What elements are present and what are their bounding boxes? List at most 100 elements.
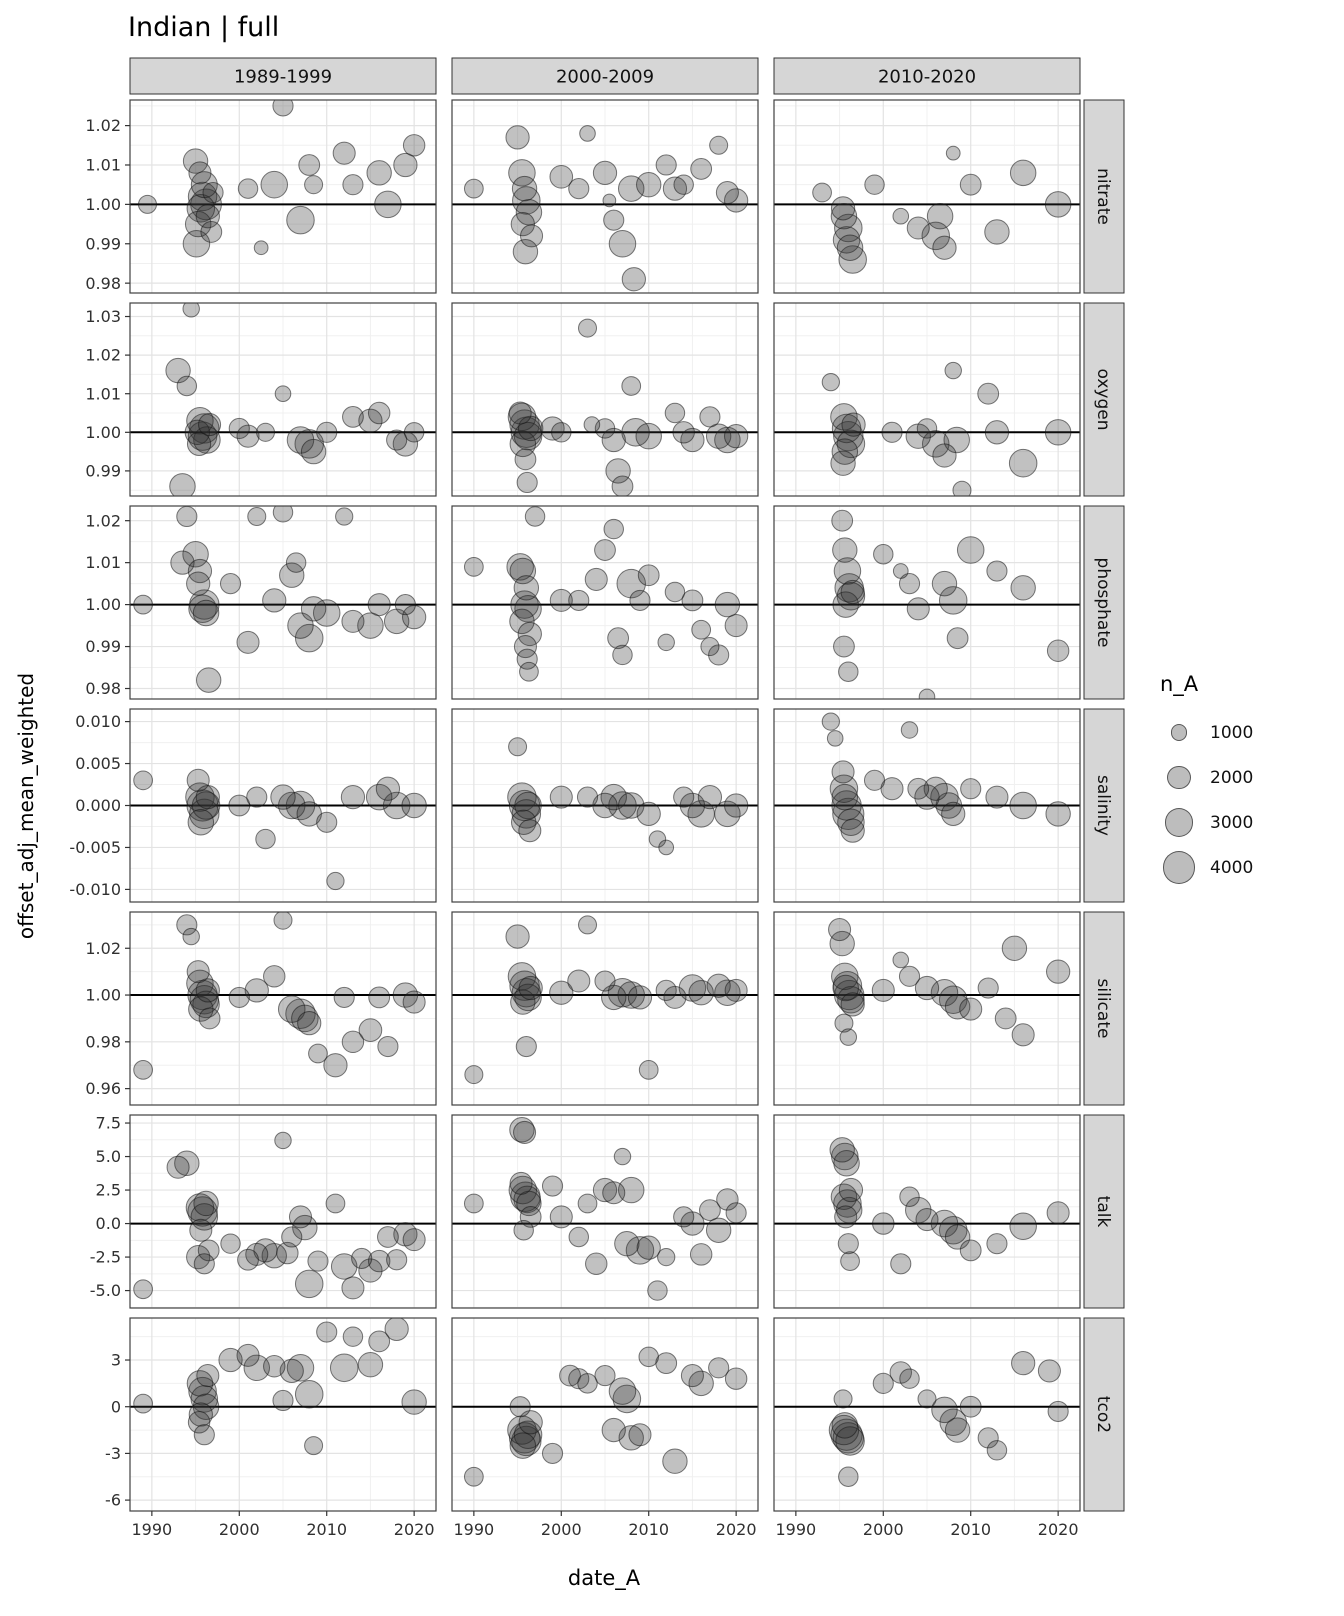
row-strip bbox=[1083, 302, 1125, 497]
data-point bbox=[821, 373, 840, 392]
y-tick-label: 0.98 bbox=[85, 679, 121, 698]
points-group bbox=[774, 361, 1080, 496]
data-point bbox=[509, 1396, 531, 1418]
data-point bbox=[863, 769, 886, 791]
x-tick-label: 2020 bbox=[716, 1520, 757, 1539]
col-strip-label: 1989-1999 bbox=[234, 66, 332, 87]
row-strip-label: tco2 bbox=[1093, 1396, 1113, 1433]
data-point bbox=[189, 1218, 213, 1242]
data-point bbox=[672, 421, 695, 444]
data-point bbox=[892, 951, 910, 969]
y-tick-label: 1.02 bbox=[85, 116, 121, 135]
legend-item: 1000 bbox=[1160, 710, 1253, 755]
data-point bbox=[835, 1426, 865, 1456]
data-point bbox=[341, 1276, 365, 1300]
panel-border bbox=[451, 505, 759, 700]
y-tick-label: -5.0 bbox=[90, 1281, 121, 1300]
y-tick-label: 0.99 bbox=[85, 234, 121, 253]
data-point bbox=[182, 541, 209, 568]
data-point bbox=[1009, 159, 1037, 187]
data-point bbox=[612, 644, 633, 666]
legend-size-label: 2000 bbox=[1210, 767, 1254, 788]
data-point bbox=[636, 171, 662, 198]
data-point bbox=[892, 563, 909, 579]
data-point bbox=[834, 1013, 854, 1033]
data-point bbox=[986, 1233, 1008, 1255]
data-point bbox=[708, 1357, 730, 1379]
data-point bbox=[724, 424, 749, 449]
data-point bbox=[366, 160, 392, 186]
data-point bbox=[629, 589, 651, 611]
data-point bbox=[274, 385, 292, 403]
data-point bbox=[236, 630, 260, 654]
data-point bbox=[892, 207, 910, 225]
data-point bbox=[510, 989, 536, 1015]
points-group bbox=[774, 918, 1080, 1047]
points-group bbox=[774, 509, 1080, 699]
panel-nitrate-2 bbox=[773, 99, 1081, 294]
data-point bbox=[617, 1176, 645, 1204]
data-point bbox=[262, 588, 287, 613]
data-point bbox=[611, 475, 634, 496]
data-point bbox=[514, 448, 537, 471]
data-point bbox=[515, 1035, 537, 1058]
data-point bbox=[186, 431, 212, 457]
data-point bbox=[840, 818, 865, 843]
panel-phosphate-2 bbox=[773, 505, 1081, 700]
row-strip bbox=[1083, 505, 1125, 700]
data-point bbox=[628, 1423, 652, 1447]
legend-swatch-wrap bbox=[1160, 765, 1198, 790]
data-point bbox=[508, 401, 532, 425]
y-tick-label: 0.010 bbox=[75, 712, 121, 731]
data-point bbox=[340, 784, 366, 810]
data-point bbox=[510, 211, 535, 237]
data-point bbox=[182, 148, 209, 174]
data-point bbox=[638, 1346, 659, 1368]
panel-border bbox=[451, 1114, 759, 1309]
data-point bbox=[917, 1389, 937, 1409]
data-point bbox=[944, 361, 962, 380]
data-point bbox=[900, 721, 919, 739]
data-point bbox=[386, 1249, 408, 1271]
panel-border bbox=[129, 911, 437, 1106]
data-point bbox=[1011, 1023, 1035, 1047]
data-point bbox=[680, 1364, 704, 1388]
data-point bbox=[1037, 1359, 1061, 1383]
data-point bbox=[549, 1205, 573, 1229]
data-point bbox=[464, 1065, 484, 1085]
data-point bbox=[202, 181, 224, 204]
y-tick-label: 5.0 bbox=[96, 1147, 121, 1166]
y-tick-label: -6 bbox=[105, 1491, 121, 1510]
data-point bbox=[519, 1205, 542, 1228]
data-point bbox=[829, 1137, 855, 1163]
data-point bbox=[594, 539, 616, 561]
data-point bbox=[186, 960, 210, 984]
panel-tco2-2 bbox=[773, 1317, 1081, 1512]
data-point bbox=[377, 1035, 399, 1058]
data-point bbox=[715, 181, 739, 205]
data-point bbox=[333, 986, 355, 1008]
legend-size-circle bbox=[1167, 765, 1191, 790]
data-point bbox=[627, 985, 653, 1010]
data-point bbox=[509, 608, 535, 635]
data-point bbox=[657, 633, 675, 652]
y-tick-label: 1.03 bbox=[85, 307, 121, 326]
data-point bbox=[585, 1252, 608, 1275]
data-point bbox=[657, 1247, 676, 1267]
data-point bbox=[833, 420, 864, 452]
col-strip bbox=[129, 57, 437, 95]
data-point bbox=[516, 471, 538, 494]
data-point bbox=[926, 202, 954, 230]
y-tick-label: 0.96 bbox=[85, 1079, 121, 1098]
data-point bbox=[386, 429, 408, 451]
chart-title: Indian | full bbox=[128, 12, 280, 43]
y-tick-label: -3 bbox=[105, 1444, 121, 1463]
data-point bbox=[568, 1226, 589, 1248]
y-tick-label: 1.00 bbox=[85, 986, 121, 1005]
data-point bbox=[403, 422, 425, 443]
data-point bbox=[841, 412, 866, 437]
data-point bbox=[576, 786, 599, 808]
data-point bbox=[959, 173, 982, 196]
data-point bbox=[510, 590, 539, 619]
y-tick-label: 1.01 bbox=[85, 384, 121, 403]
